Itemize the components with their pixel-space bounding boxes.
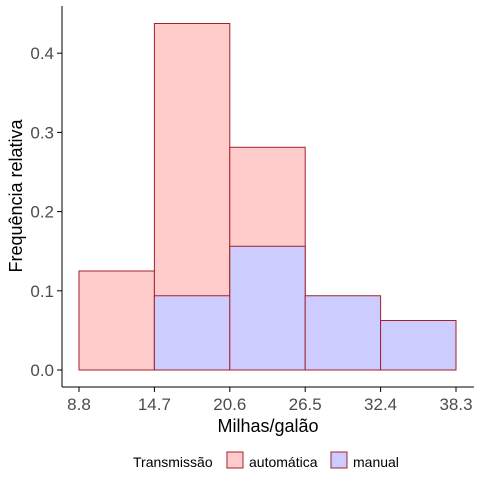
bar-manual-2: [229, 245, 306, 371]
legend-title: Transmissão: [133, 454, 213, 470]
legend-swatch-manual: [330, 451, 348, 469]
x-tick-label: 38.3: [439, 395, 472, 414]
x-tick-label: 32.4: [364, 395, 397, 414]
bar-manual-1: [153, 295, 231, 371]
x-tick-label: 20.6: [213, 395, 246, 414]
bar-automatica-0: [78, 270, 155, 371]
legend-swatch-automatica: [226, 451, 244, 469]
x-axis-title: Milhas/galão: [217, 416, 318, 436]
axes-layer: [61, 6, 474, 388]
bars-layer: [78, 23, 457, 371]
y-ticks: 0.0 0.1 0.2 0.3 0.4: [30, 44, 62, 380]
legend: Transmissão automática manual: [133, 451, 399, 470]
bar-manual-4: [380, 320, 457, 371]
x-tick-label: 14.7: [138, 395, 171, 414]
x-ticks: 8.8 14.7 20.6 26.5 32.4 38.3: [67, 387, 473, 414]
y-tick-label: 0.4: [30, 44, 54, 63]
x-tick-label: 26.5: [289, 395, 322, 414]
x-tick-label: 8.8: [67, 395, 91, 414]
y-tick-label: 0.0: [30, 361, 54, 380]
legend-label-manual: manual: [353, 454, 399, 470]
legend-items: automática manual: [226, 451, 399, 470]
y-tick-label: 0.2: [30, 203, 54, 222]
y-tick-label: 0.1: [30, 282, 54, 301]
y-axis-title: Frequência relativa: [6, 118, 26, 272]
legend-label-automatica: automática: [249, 454, 318, 470]
y-tick-label: 0.3: [30, 123, 54, 142]
bar-manual-3: [304, 295, 382, 371]
